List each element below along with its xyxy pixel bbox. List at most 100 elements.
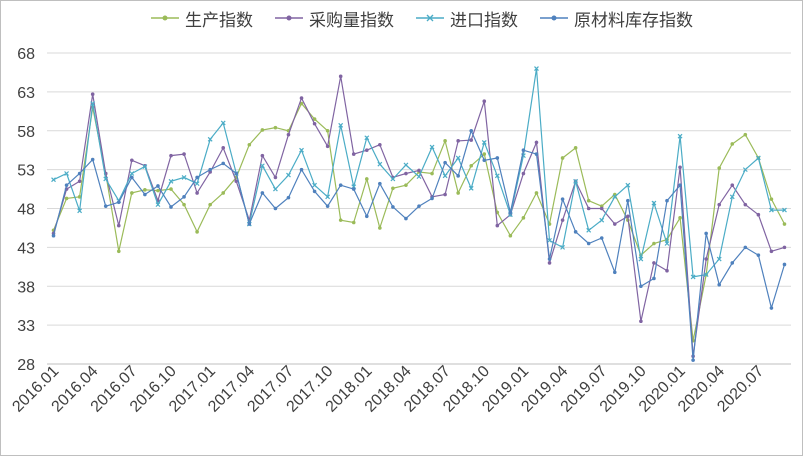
legend-item: 原材料库存指数 [540,6,693,31]
data-point [247,142,252,147]
data-point [351,220,356,225]
data-point [534,152,539,156]
data-point [573,178,579,184]
data-point [586,227,592,233]
data-point [782,222,787,226]
data-point [64,183,69,187]
legend-swatch [275,15,303,21]
data-point [417,168,421,173]
data-point [247,222,252,226]
data-point [378,142,382,147]
data-point [182,195,186,199]
data-point [782,245,787,250]
data-point [221,191,226,195]
series-4 [51,128,787,362]
legend-label: 生产指数 [185,10,253,30]
data-point [182,152,186,156]
data-point [195,191,199,195]
data-point [404,171,408,176]
data-point [756,253,761,257]
data-point [625,182,631,188]
data-point [481,139,487,145]
data-point [730,142,735,146]
data-point [664,241,670,246]
data-point [743,245,748,250]
data-point [482,158,487,163]
data-point [299,96,304,100]
data-point [703,272,709,278]
data-point [207,136,213,142]
data-point [416,174,422,180]
data-point [521,216,526,220]
data-point [508,210,513,215]
data-point [612,194,618,200]
data-point [430,171,434,176]
data-point [286,195,291,200]
data-point [717,166,722,170]
data-point [704,257,708,261]
data-point [599,206,604,211]
data-point [90,157,95,162]
data-point [534,66,539,71]
data-point [469,128,474,133]
data-point [208,167,212,172]
data-point [77,195,82,199]
data-point [482,152,487,156]
data-point [312,121,317,126]
data-point [599,236,604,240]
data-point [338,74,343,79]
data-point [639,319,643,324]
data-point [364,135,370,141]
data-point [377,161,383,167]
data-point [782,262,787,267]
data-point [404,216,408,221]
data-point [77,179,82,184]
data-point [560,244,566,250]
data-point [391,186,395,191]
data-point [455,155,461,161]
data-point [195,175,199,180]
data-point [195,230,199,234]
series-2 [51,74,787,359]
data-point [495,156,500,160]
data-point [259,163,265,169]
data-point [443,192,447,197]
data-point [534,140,539,145]
data-point [155,202,161,208]
legend-label: 原材料库存指数 [574,10,693,30]
data-point [665,268,669,273]
data-point [456,191,460,195]
data-point [560,197,565,201]
data-point [338,218,343,222]
data-point [769,197,774,201]
data-point [156,184,160,188]
data-point [325,204,330,208]
data-point [103,176,109,182]
data-point [730,183,735,187]
data-point [482,99,487,104]
data-point [312,182,318,188]
data-point [586,241,591,246]
data-point [521,148,526,152]
data-point [573,230,578,234]
data-point [286,172,291,178]
series-line [52,129,786,361]
data-point [130,158,134,163]
data-point [181,174,187,180]
data-point [364,214,369,219]
data-point [755,155,761,161]
data-point [51,177,56,183]
data-point [351,187,356,191]
data-point [651,200,657,206]
legend-item: 进口指数 [416,6,518,31]
data-point [272,186,278,192]
data-point [364,148,369,152]
data-point [299,147,304,153]
y-tick-label: 28 [17,357,35,374]
data-point [130,175,134,180]
data-point [716,256,722,262]
data-point [429,144,435,150]
data-point [378,181,382,186]
